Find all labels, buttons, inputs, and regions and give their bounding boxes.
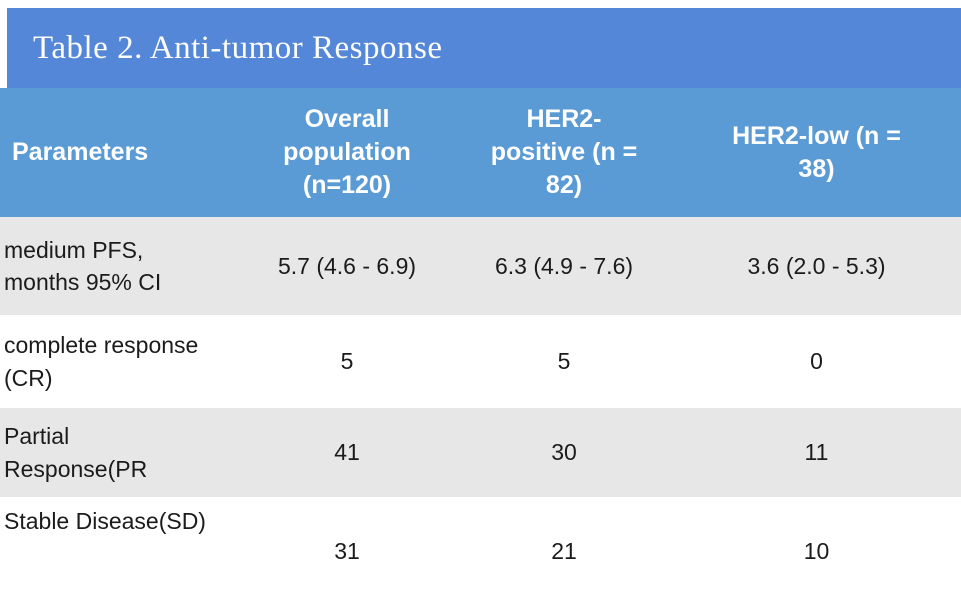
- value-overall-population: 5: [340, 348, 354, 375]
- table-title-bar: Table 2. Anti-tumor Response: [7, 8, 961, 88]
- row-label: Partial Response(PR: [4, 423, 148, 482]
- column-header-her2-positive: HER2- positive (n = 82): [490, 105, 638, 199]
- table-row-partial-response: Partial Response(PR 41 30 11: [0, 408, 961, 497]
- value-her2-positive: 21: [551, 538, 577, 564]
- table-header-row: Parameters Overall population (n=120) HE…: [0, 88, 961, 217]
- table-row-median-pfs: medium PFS, months 95% CI 5.7 (4.6 - 6.9…: [0, 217, 961, 315]
- column-header-overall-population: Overall population (n=120): [283, 105, 411, 199]
- value-her2-low: 11: [804, 439, 829, 466]
- table-row-complete-response: complete response (CR) 5 5 0: [0, 315, 961, 408]
- value-her2-low: 0: [810, 348, 823, 375]
- column-header-her2-low: HER2-low (n = 38): [732, 121, 901, 183]
- value-overall-population: 41: [334, 439, 360, 466]
- value-her2-low: 10: [803, 538, 830, 564]
- table-row-stable-disease: Stable Disease(SD) 31 21 10: [0, 497, 961, 609]
- value-her2-positive: 6.3 (4.9 - 7.6): [494, 252, 634, 279]
- row-label: complete response (CR): [4, 332, 199, 391]
- value-overall-population: 5.7 (4.6 - 6.9): [277, 252, 417, 279]
- value-her2-low: 3.6 (2.0 - 5.3): [747, 252, 886, 279]
- column-header-parameters: Parameters: [12, 138, 149, 166]
- table-title: Table 2. Anti-tumor Response: [33, 29, 443, 66]
- value-her2-positive: 5: [557, 348, 571, 375]
- value-her2-positive: 30: [551, 439, 577, 466]
- row-label: medium PFS, months 95% CI: [4, 236, 162, 295]
- row-label: Stable Disease(SD): [4, 508, 206, 534]
- top-margin-strip: [0, 0, 961, 8]
- value-overall-population: 31: [334, 538, 360, 564]
